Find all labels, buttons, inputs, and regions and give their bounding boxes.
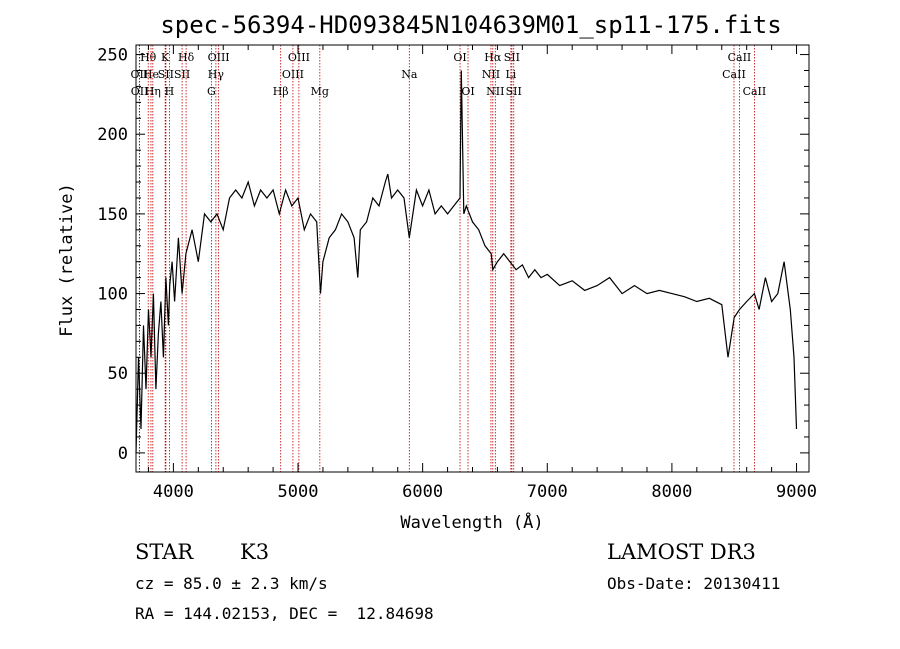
plot-frame [135,44,810,473]
obs-date-text: Obs-Date: 20130411 [607,574,781,593]
survey-name: LAMOST DR3 [607,540,756,564]
x-tick-label: 7000 [527,482,568,502]
spectral-line-label: Hη [145,85,161,98]
spectral-line-label: SII [504,51,520,64]
x-tick-label: 6000 [402,482,443,502]
spectral-line-label: OI [461,85,474,98]
spectral-line-label: OIII [208,51,230,64]
y-tick-label: 150 [97,205,128,225]
spectral-line-label: SII [158,68,174,81]
spectral-line-label: He [143,68,159,81]
x-axis-label: Wavelength (Å) [400,511,543,533]
spectral-line-label: OI [453,51,466,64]
spectral-line-label: Mg [311,85,329,98]
spectral-line-label: Hβ [273,85,289,98]
spectral-line-label: Hγ [208,68,225,81]
spectral-line-label: SII [174,68,190,81]
spectral-line-label: Li [505,68,516,81]
spectral-line-label: CaII [728,51,752,64]
x-tick-label: 4000 [153,482,194,502]
y-tick-label: 50 [108,364,128,384]
coords-text: RA = 144.02153, DEC = 12.84698 [135,604,434,623]
y-tick-label: 0 [118,444,128,464]
y-axis-label: Flux (relative) [57,183,77,337]
spectral-line-label: NII [482,68,500,81]
spectral-line-label: OIII [288,51,310,64]
x-tick-label: 9000 [776,482,817,502]
spectral-line-label: OIII [282,68,304,81]
object-class: STAR [135,540,194,564]
spectral-line-label: Na [401,68,418,81]
axis-ticks: 4000 5000 6000 7000 8000 9000 0 50 100 150 200 250 [97,45,817,502]
spectral-line-label: NII [486,85,504,98]
chart-title: spec-56394-HD093845N104639M01_sp11-175.f… [160,11,781,39]
spectral-line-label: OII [131,68,149,81]
y-tick-label: 200 [97,125,128,145]
spectrum-series [135,70,798,453]
x-tick-label: 5000 [278,482,319,502]
spectral-line-label: H [165,85,175,98]
y-tick-label: 100 [97,285,128,305]
spectral-line-label: Hα [484,51,502,64]
redshift-text: cz = 85.0 ± 2.3 km/s [135,574,328,593]
spectral-line-label: Hθ [140,51,157,64]
object-subclass: K3 [240,540,270,564]
spectral-line-label: SII [506,85,522,98]
y-tick-label: 250 [97,46,128,66]
spectral-line-label: CaII [722,68,746,81]
spectral-line-label: CaII [743,85,767,98]
spectral-line-label: G [207,85,216,98]
spectral-line-label: OII [131,85,149,98]
x-tick-label: 8000 [651,482,692,502]
spectral-line-label: Hδ [178,51,195,64]
